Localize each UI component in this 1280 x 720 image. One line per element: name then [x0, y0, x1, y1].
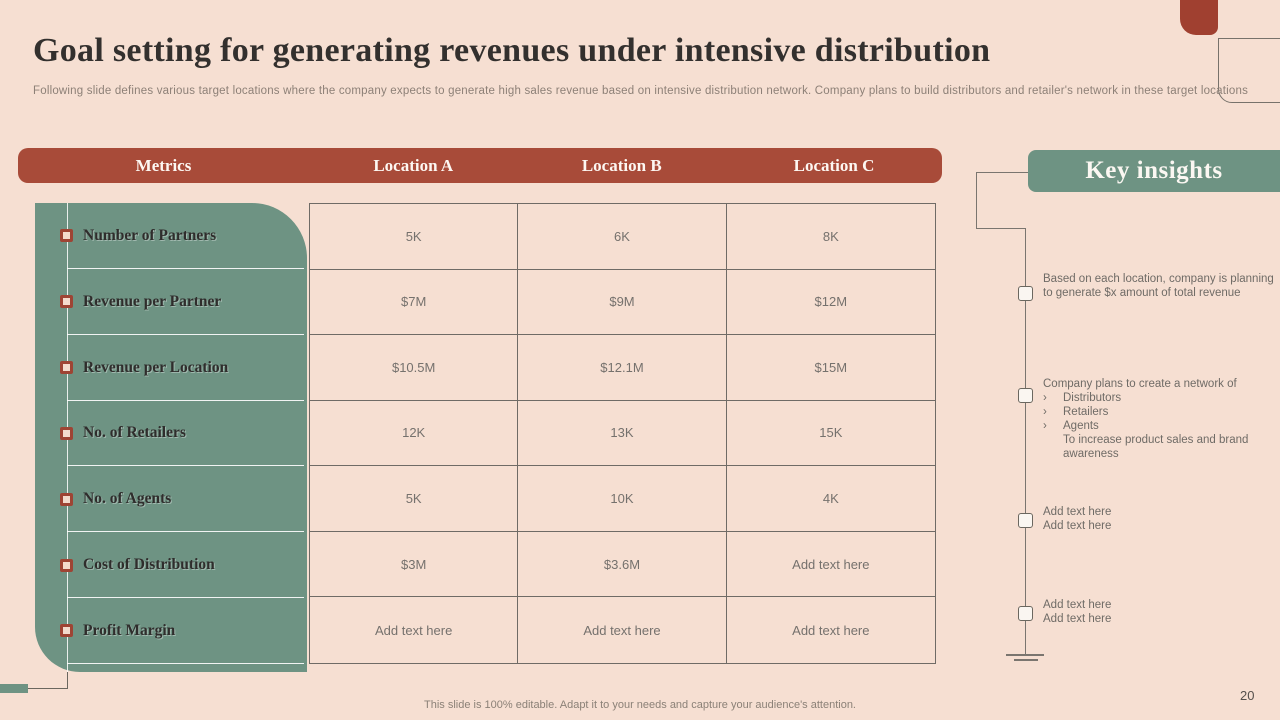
table-cell: 6K	[518, 204, 727, 270]
table-header-cell: Metrics	[135, 156, 192, 175]
insight-text: Based on each location, company is plann…	[1043, 273, 1274, 299]
metrics-panel: Number of Partners Revenue per Partner Rev…	[35, 203, 307, 672]
insight-text: Add text here	[1043, 599, 1112, 611]
metric-row: Revenue per Partner	[35, 269, 307, 335]
corner-accent-shape	[1180, 0, 1218, 35]
connector-line	[976, 172, 1028, 173]
table-header-cell: Location A	[373, 156, 454, 175]
insight-item: Based on each location, company is plann…	[1043, 272, 1275, 300]
metric-label: Cost of Distribution	[83, 556, 215, 574]
metric-bullet-icon	[60, 295, 73, 309]
metric-row: No. of Agents	[35, 466, 307, 533]
metric-bullet-icon	[60, 426, 73, 440]
table-cell: 5K	[310, 466, 519, 532]
table-cell: 8K	[726, 204, 935, 270]
insight-line: › Retailers	[1043, 405, 1275, 419]
ground-symbol	[1006, 654, 1044, 656]
metric-row: Profit Margin	[35, 598, 307, 664]
sub-bullet-marker: ›	[1043, 406, 1047, 418]
table-cell: $12.1M	[518, 335, 727, 401]
insight-line: › Agents	[1043, 419, 1275, 433]
table-cell: Add text here	[726, 532, 935, 598]
table-cell: 15K	[726, 401, 935, 467]
table-cell: 12K	[310, 400, 519, 467]
corner-outline-shape	[1218, 38, 1280, 103]
insight-line: Company plans to create a network of	[1043, 377, 1275, 391]
metric-row: Revenue per Location	[35, 335, 307, 401]
insight-line: › Distributors	[1043, 391, 1275, 405]
table-cell: $10.5M	[310, 335, 519, 401]
page-number: 20	[1240, 688, 1255, 703]
table-cell: $15M	[726, 335, 935, 401]
insight-checkbox-icon	[1018, 606, 1033, 621]
insight-line: Based on each location, company is plann…	[1043, 272, 1275, 300]
table-cell: $3.6M	[518, 531, 727, 598]
table-header-cell: Location B	[581, 156, 662, 175]
metrics-rows: Number of Partners Revenue per Partner Rev…	[35, 203, 307, 664]
page-title: Goal setting for generating revenues und…	[33, 32, 991, 69]
insight-text: Add text here	[1043, 506, 1112, 518]
metric-label: Profit Margin	[83, 621, 176, 639]
insight-line: Add text here	[1043, 598, 1275, 612]
connector-line	[976, 172, 977, 228]
insight-text: Distributors	[1063, 392, 1122, 404]
accent-bar	[0, 684, 28, 693]
table-cell: Add text here	[792, 622, 870, 638]
table-cell: $9M	[518, 269, 727, 336]
table-header-cell: Location C	[793, 156, 875, 175]
table-header-row: Metrics Location A Location B Location C	[18, 148, 942, 183]
insight-text: Retailers	[1063, 406, 1109, 418]
values-table: 5K 6K 8K $7M $9M $12M $10.5M $12.1M $15M 12K 13K 15…	[309, 203, 936, 664]
insight-line: To increase product sales and brand awar…	[1043, 433, 1275, 461]
insight-text: Company plans to create a network of	[1043, 378, 1237, 390]
metric-row: Cost of Distribution	[35, 532, 307, 598]
sub-bullet-marker: ›	[1043, 392, 1047, 404]
metric-bullet-icon	[60, 624, 73, 638]
metric-label: No. of Retailers	[83, 424, 186, 442]
sub-bullet-marker: ›	[1043, 420, 1047, 432]
insight-item: Add text here Add text here	[1043, 505, 1275, 533]
table-cell: Add text here	[310, 597, 519, 663]
connector-line	[976, 228, 1026, 229]
metric-label: Revenue per Partner	[83, 292, 222, 310]
table-cell: 4K	[726, 466, 935, 532]
connector-line	[28, 688, 68, 689]
insight-checkbox-icon	[1018, 388, 1033, 403]
page-subtitle: Following slide defines various target l…	[33, 85, 1249, 97]
insight-item: Add text here Add text here	[1043, 598, 1275, 626]
insight-text: To increase product sales and brand awar…	[1063, 434, 1249, 460]
table-cell: $7M	[310, 269, 519, 336]
metric-label: No. of Agents	[83, 490, 172, 508]
footer-note: This slide is 100% editable. Adapt it to…	[424, 699, 856, 711]
insight-line: Add text here	[1043, 505, 1275, 519]
connector-line	[1025, 228, 1026, 656]
metric-label: Revenue per Location	[83, 358, 229, 376]
metric-row: Number of Partners	[35, 203, 307, 269]
insight-checkbox-icon	[1018, 286, 1033, 301]
connector-line	[67, 672, 68, 689]
metric-bullet-icon	[60, 492, 73, 506]
table-cell: 13K	[518, 400, 727, 467]
insight-item: Company plans to create a network of › Dis…	[1043, 377, 1275, 461]
insight-line: Add text here	[1043, 519, 1275, 533]
key-insights-header: Key insights	[1028, 150, 1280, 192]
metric-label: Number of Partners	[83, 226, 217, 244]
insight-text: Add text here	[1043, 520, 1112, 532]
table-cell: 5K	[310, 204, 519, 270]
insight-checkbox-icon	[1018, 513, 1033, 528]
insight-line: Add text here	[1043, 612, 1275, 626]
metric-bullet-icon	[60, 229, 73, 243]
table-cell: 10K	[518, 466, 727, 532]
metric-bullet-icon	[60, 558, 73, 572]
insight-text: Agents	[1063, 420, 1099, 432]
key-insights-title: Key insights	[1085, 157, 1223, 184]
table-cell: Add text here	[518, 597, 727, 663]
metric-row: No. of Retailers	[35, 401, 307, 467]
metric-bullet-icon	[60, 361, 73, 375]
table-cell: $12M	[726, 270, 935, 336]
insight-text: Add text here	[1043, 613, 1112, 625]
table-cell: $3M	[310, 531, 519, 598]
ground-symbol	[1014, 659, 1038, 661]
